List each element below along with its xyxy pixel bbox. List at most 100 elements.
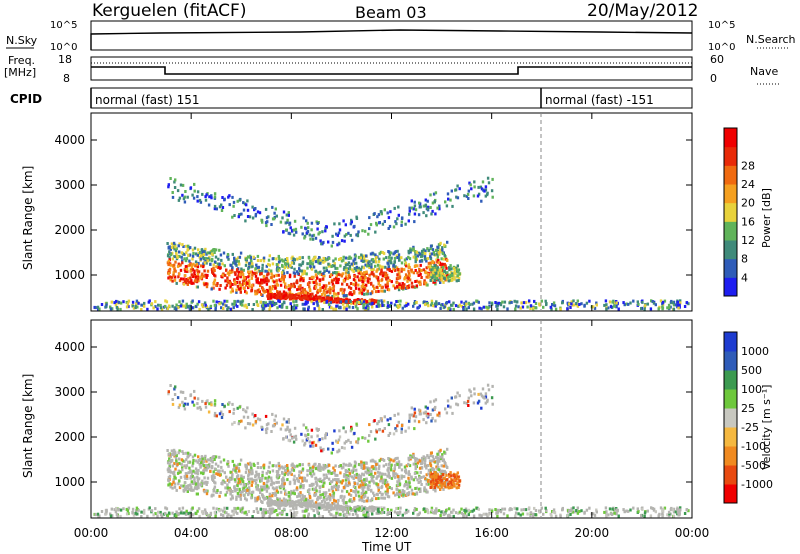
scatter-cell xyxy=(191,193,194,197)
scatter-cell xyxy=(242,280,246,284)
scatter-cell xyxy=(585,301,589,305)
scatter-cell xyxy=(231,473,234,477)
scatter-cell xyxy=(308,440,311,444)
scatter-cell xyxy=(316,222,319,225)
scatter-cell xyxy=(174,245,177,249)
scatter-cell xyxy=(291,255,294,259)
scatter-cell xyxy=(355,440,358,444)
scatter-cell xyxy=(429,264,432,268)
scatter-cell xyxy=(309,295,313,299)
scatter-cell xyxy=(414,459,417,463)
scatter-cell xyxy=(270,430,273,433)
scatter-cell xyxy=(325,300,328,304)
scatter-cell xyxy=(404,222,407,226)
scatter-cell xyxy=(248,422,252,426)
scatter-cell xyxy=(189,476,192,480)
scatter-cell xyxy=(231,302,234,306)
scatter-cell xyxy=(349,440,352,444)
scatter-cell xyxy=(191,482,195,486)
scatter-cell xyxy=(302,486,305,490)
scatter-cell xyxy=(239,458,243,462)
scatter-cell xyxy=(180,458,184,462)
freq-tick-bottom: 8 xyxy=(63,72,70,85)
scatter-cell xyxy=(533,299,536,303)
scatter-cell xyxy=(382,271,385,275)
scatter-cell xyxy=(340,274,344,278)
scatter-cell xyxy=(309,500,312,504)
scatter-cell xyxy=(371,505,374,509)
scatter-cell xyxy=(310,474,314,478)
scatter-cell xyxy=(392,284,395,288)
scatter-cell xyxy=(442,280,445,284)
scatter-cell xyxy=(298,263,301,267)
scatter-cell xyxy=(426,301,429,305)
scatter-cell xyxy=(251,273,254,277)
scatter-cell xyxy=(542,305,545,309)
scatter-cell xyxy=(413,509,416,512)
scatter-cell xyxy=(233,214,236,217)
scatter-cell xyxy=(177,405,181,409)
scatter-cell xyxy=(423,280,426,284)
scatter-cell xyxy=(457,276,461,280)
scatter-cell xyxy=(283,266,286,270)
scatter-cell xyxy=(409,456,412,459)
scatter-cell xyxy=(259,272,262,276)
scatter-cell xyxy=(453,275,456,279)
scatter-cell xyxy=(427,248,431,252)
scatter-cell xyxy=(369,292,372,296)
scatter-cell xyxy=(262,466,266,470)
scatter-cell xyxy=(327,296,330,300)
scatter-cell xyxy=(362,306,365,310)
scatter-cell xyxy=(429,261,432,265)
scatter-cell xyxy=(212,489,215,493)
scatter-cell xyxy=(417,213,421,217)
scatter-cell xyxy=(433,407,436,410)
scatter-cell xyxy=(288,497,292,501)
scatter-cell xyxy=(285,228,288,232)
scatter-cell xyxy=(293,492,296,496)
scatter-cell xyxy=(242,286,246,290)
scatter-cell xyxy=(268,294,271,298)
scatter-cell xyxy=(209,304,213,308)
scatter-cell xyxy=(449,198,452,202)
scatter-cell xyxy=(240,474,243,478)
scatter-cell xyxy=(315,482,318,485)
scatter-cell xyxy=(400,463,403,467)
scatter-cell xyxy=(337,478,340,482)
scatter-cell xyxy=(663,299,667,303)
scatter-cell xyxy=(225,268,228,272)
scatter-cell xyxy=(132,306,136,310)
scatter-cell xyxy=(366,471,369,475)
scatter-cell xyxy=(338,505,341,508)
scatter-cell xyxy=(299,485,302,489)
scatter-cell xyxy=(410,406,413,410)
scatter-cell xyxy=(273,487,276,491)
scatter-cell xyxy=(213,399,217,403)
scatter-cell xyxy=(247,510,250,513)
scatter-cell xyxy=(365,292,368,296)
scatter-cell xyxy=(394,457,397,461)
scatter-cell xyxy=(371,465,374,469)
scatter-cell xyxy=(320,293,324,296)
scatter-cell xyxy=(490,396,494,400)
scatter-cell xyxy=(347,492,351,496)
scatter-cell xyxy=(381,289,385,293)
scatter-cell xyxy=(428,252,432,256)
scatter-cell xyxy=(312,302,315,306)
scatter-cell xyxy=(370,479,373,483)
scatter-cell xyxy=(228,273,231,277)
scatter-cell xyxy=(238,198,241,202)
scatter-cell xyxy=(196,397,200,401)
scatter-cell xyxy=(260,488,264,492)
scatter-cell xyxy=(460,300,463,304)
scatter-cell xyxy=(348,267,352,271)
scatter-cell xyxy=(450,278,454,282)
scatter-cell xyxy=(364,283,368,287)
scatter-cell xyxy=(449,278,452,282)
scatter-cell xyxy=(259,488,262,492)
scatter-cell xyxy=(308,288,312,291)
scatter-cell xyxy=(276,291,280,295)
scatter-cell xyxy=(322,498,325,502)
